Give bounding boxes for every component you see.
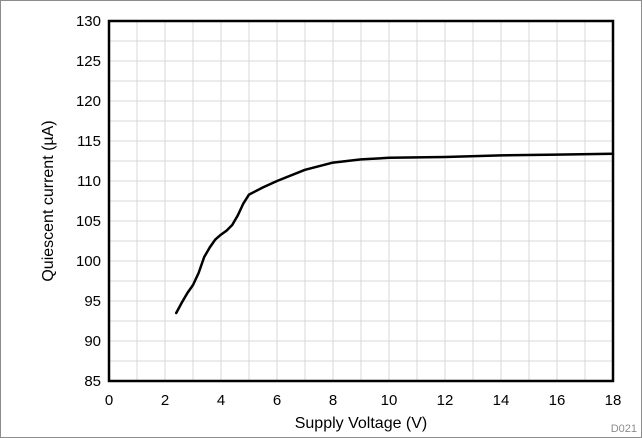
- y-tick-label: 105: [76, 213, 101, 230]
- x-tick-label: 18: [605, 392, 622, 409]
- y-tick-label: 130: [76, 13, 101, 30]
- y-tick-label: 95: [84, 293, 101, 310]
- y-tick-label: 125: [76, 53, 101, 70]
- y-tick-label: 115: [77, 133, 101, 150]
- x-tick-label: 14: [493, 392, 510, 409]
- y-tick-label: 110: [77, 173, 101, 190]
- x-tick-label: 16: [549, 392, 566, 409]
- series-line: [174, 152, 615, 315]
- x-tick-label: 12: [437, 392, 454, 409]
- x-axis-title: Supply Voltage (V): [295, 415, 428, 432]
- x-tick-labels: 0 2 4 6 8 10 12 14 16 18: [105, 392, 622, 409]
- y-axis-title: Quiescent current (µA): [40, 120, 57, 281]
- x-tick-label: 10: [381, 392, 398, 409]
- x-tick-label: 4: [217, 392, 225, 409]
- series-layer: [174, 152, 615, 315]
- y-tick-label: 85: [84, 373, 101, 390]
- y-tick-labels: 85 90 95 100 105 110 115 120 125 130: [76, 13, 101, 390]
- y-tick-label: 100: [76, 253, 101, 270]
- x-tick-label: 8: [329, 392, 337, 409]
- plot-border: [107, 19, 615, 383]
- x-tick-label: 2: [161, 392, 169, 409]
- x-tick-label: 0: [105, 392, 113, 409]
- x-tick-label: 6: [273, 392, 281, 409]
- grid: [109, 21, 613, 381]
- y-tick-label: 90: [84, 333, 101, 350]
- figure-code: D021: [611, 423, 637, 435]
- y-tick-label: 120: [76, 93, 101, 110]
